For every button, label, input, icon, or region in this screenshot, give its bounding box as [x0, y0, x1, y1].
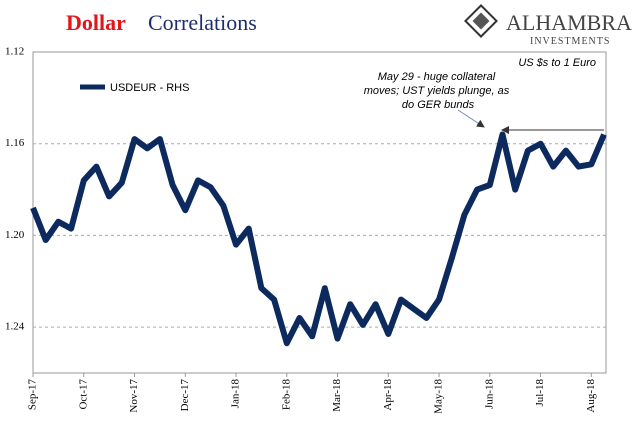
x-tick-label: Jul-18: [534, 379, 546, 407]
y-tick-label: 1.24: [5, 321, 25, 333]
x-tick-label: Apr-18: [382, 379, 394, 411]
chart-title: Correlations: [148, 10, 257, 35]
logo-name: ALHAMBRA: [506, 10, 632, 35]
legend-label: USDEUR - RHS: [110, 82, 189, 94]
x-tick-label: May-18: [433, 379, 445, 414]
x-tick-label: Nov-17: [128, 379, 140, 413]
annotation-line: moves; UST yields plunge, as: [364, 85, 510, 97]
x-tick-label: Jun-18: [483, 379, 495, 409]
plot-frame: [32, 51, 607, 374]
x-tick-label: Oct-17: [77, 379, 89, 410]
y-tick-label: 1.20: [5, 229, 25, 241]
series-line: [30, 131, 607, 347]
x-tick-label: Sep-17: [27, 379, 39, 411]
annotation-arrow: [457, 109, 485, 128]
annotation: May 29 - huge collateral moves; UST yiel…: [364, 71, 513, 111]
subtitle: US $s to 1 Euro: [518, 57, 596, 69]
x-tick-label: Jan-18: [230, 379, 242, 409]
logo-tagline: INVESTMENTS: [530, 36, 610, 47]
x-tick-label: Dec-17: [179, 379, 191, 412]
title-accent: Dollar: [66, 10, 126, 35]
y-tick-label: 1.16: [5, 137, 25, 149]
annotation-line: May 29 - huge collateral: [378, 71, 496, 83]
x-tick-label: Mar-18: [331, 379, 343, 412]
x-tick-label: Aug-18: [585, 379, 597, 413]
logo-icon: [464, 4, 498, 38]
x-tick-label: Feb-18: [280, 379, 292, 411]
annotation-line: do GER bunds: [402, 99, 475, 111]
y-tick-label: 1.12: [5, 46, 24, 58]
